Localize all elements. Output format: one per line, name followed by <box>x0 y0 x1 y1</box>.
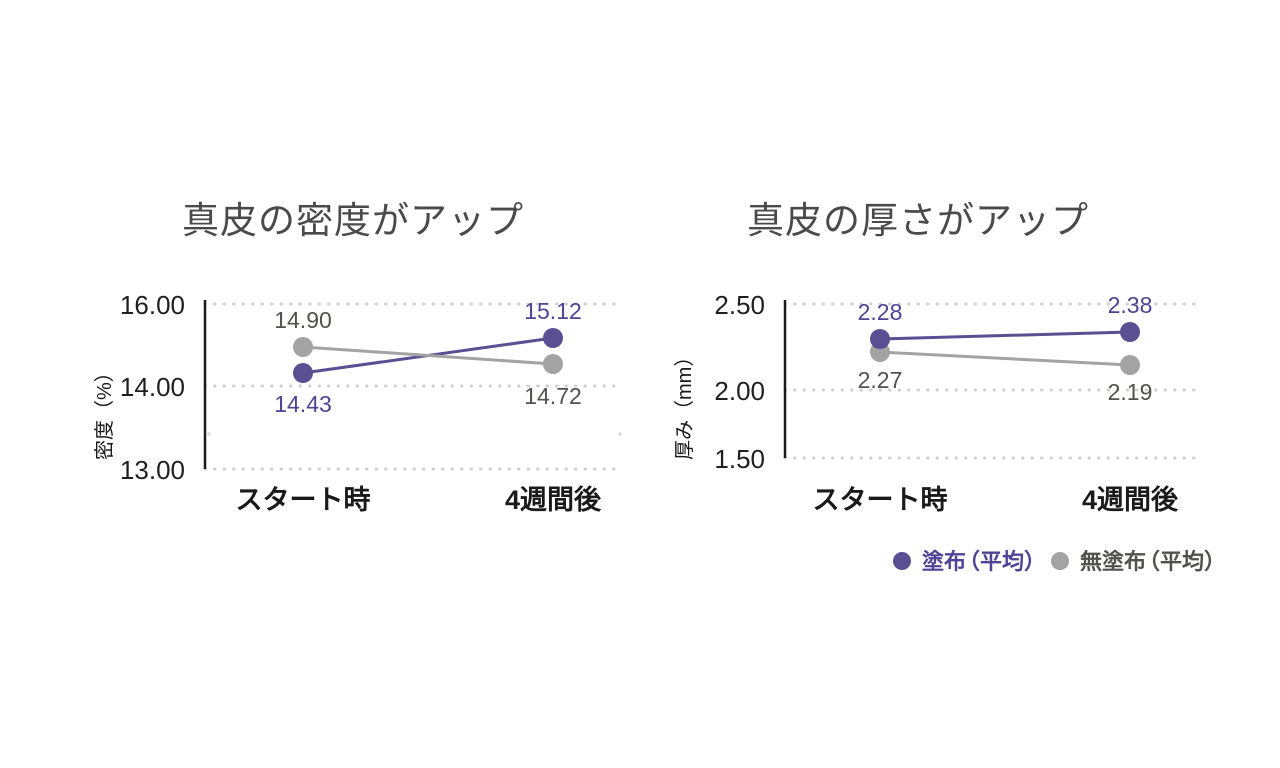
svg-text:2.38: 2.38 <box>1108 292 1153 318</box>
svg-text:14.72: 14.72 <box>524 383 582 409</box>
svg-text:2.00: 2.00 <box>714 376 765 406</box>
svg-text:4週間後: 4週間後 <box>505 485 602 515</box>
svg-text:2.19: 2.19 <box>1108 379 1153 405</box>
svg-text:15.12: 15.12 <box>524 298 582 324</box>
svg-text:2.28: 2.28 <box>858 299 903 325</box>
svg-text:13.00: 13.00 <box>120 455 185 485</box>
svg-text:14.43: 14.43 <box>274 391 332 417</box>
svg-text:スタート時: スタート時 <box>236 485 371 515</box>
svg-text:16.00: 16.00 <box>120 290 185 320</box>
svg-text:14.00: 14.00 <box>120 372 185 402</box>
svg-text:2.27: 2.27 <box>858 367 903 393</box>
svg-text:2.50: 2.50 <box>714 290 765 320</box>
svg-text:スタート時: スタート時 <box>813 485 948 515</box>
svg-text:無塗布（平均）: 無塗布（平均） <box>1080 549 1226 574</box>
svg-text:1.50: 1.50 <box>714 444 765 474</box>
svg-text:14.90: 14.90 <box>274 307 332 333</box>
svg-text:4週間後: 4週間後 <box>1082 485 1179 515</box>
svg-text:塗布（平均）: 塗布（平均） <box>922 549 1046 574</box>
